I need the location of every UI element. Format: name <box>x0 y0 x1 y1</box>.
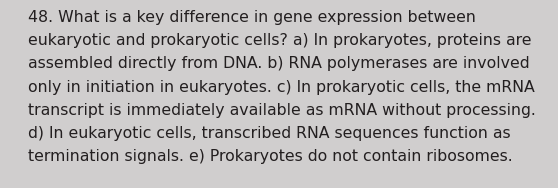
Text: transcript is immediately available as mRNA without processing.: transcript is immediately available as m… <box>28 103 536 118</box>
Text: assembled directly from DNA. b) RNA polymerases are involved: assembled directly from DNA. b) RNA poly… <box>28 56 530 71</box>
Text: eukaryotic and prokaryotic cells? a) In prokaryotes, proteins are: eukaryotic and prokaryotic cells? a) In … <box>28 33 532 48</box>
Text: 48. What is a key difference in gene expression between: 48. What is a key difference in gene exp… <box>28 10 476 25</box>
Text: termination signals. e) Prokaryotes do not contain ribosomes.: termination signals. e) Prokaryotes do n… <box>28 149 513 164</box>
Text: only in initiation in eukaryotes. c) In prokaryotic cells, the mRNA: only in initiation in eukaryotes. c) In … <box>28 80 535 95</box>
Text: d) In eukaryotic cells, transcribed RNA sequences function as: d) In eukaryotic cells, transcribed RNA … <box>28 126 511 141</box>
